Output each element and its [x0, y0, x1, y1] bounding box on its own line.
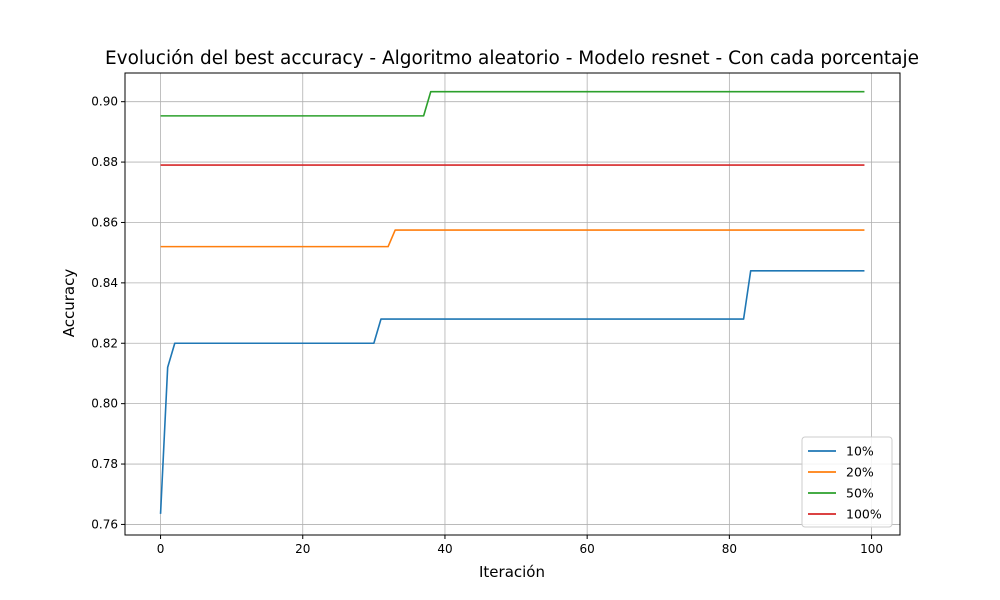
x-tick-label: 20 [295, 542, 310, 556]
legend-label: 100% [846, 507, 882, 522]
x-tick-label: 60 [580, 542, 595, 556]
plot-frame [124, 72, 901, 536]
chart-title: Evolución del best accuracy - Algoritmo … [105, 48, 919, 69]
grid [125, 73, 900, 535]
y-tick-label: 0.80 [91, 397, 118, 411]
y-tick-label: 0.88 [91, 155, 118, 169]
y-tick-label: 0.82 [91, 336, 118, 350]
y-tick-label: 0.76 [91, 517, 118, 531]
y-tick-label: 0.90 [91, 95, 118, 109]
x-axis-label: Iteración [479, 563, 545, 581]
y-tick-label: 0.84 [91, 276, 118, 290]
y-tick-label: 0.86 [91, 215, 118, 229]
x-tick-label: 100 [860, 542, 883, 556]
legend-label: 10% [846, 444, 874, 459]
legend-label: 20% [846, 465, 874, 480]
series-line-1 [159, 269, 865, 514]
legend-box [801, 436, 893, 528]
axis-ticks: 0 20 40 60 80 100 0.76 0.78 0.80 0.82 0.84 0.86 0.88… [91, 95, 883, 556]
y-tick-label: 0.78 [91, 457, 118, 471]
series-line-3 [160, 90, 865, 117]
series-line-2 [160, 229, 865, 248]
x-tick-label: 80 [722, 542, 737, 556]
legend-label: 50% [846, 486, 874, 501]
y-axis-label: Accuracy [60, 269, 78, 338]
series-lines [159, 90, 865, 514]
legend: 10% 20% 50% 100% [801, 436, 893, 528]
x-tick-label: 0 [157, 542, 165, 556]
x-tick-label: 40 [437, 542, 452, 556]
